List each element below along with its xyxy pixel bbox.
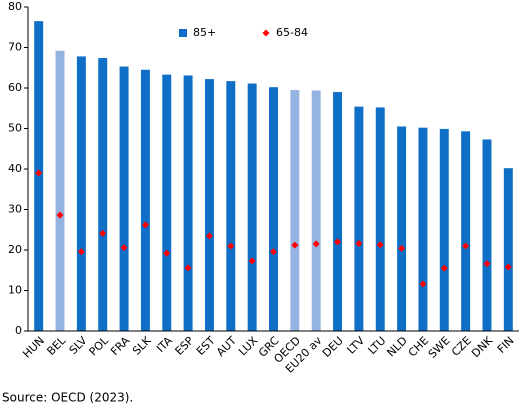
marker <box>504 263 512 271</box>
marker <box>355 240 363 248</box>
bar <box>119 66 129 331</box>
y-tick-label: 10 <box>8 284 22 297</box>
marker <box>248 257 256 265</box>
y-tick-label: 70 <box>8 41 22 54</box>
x-tick-label: LTU <box>366 334 389 357</box>
marker <box>120 244 128 252</box>
bar <box>311 90 321 332</box>
legend-swatch <box>262 29 270 37</box>
x-tick-label: SWE <box>426 334 453 361</box>
x-tick-label: FIN <box>495 334 517 356</box>
x-tick-label: NLD <box>384 334 409 359</box>
marker <box>184 264 192 272</box>
bar <box>375 107 385 331</box>
y-tick-label: 60 <box>8 81 22 94</box>
marker <box>376 241 384 249</box>
y-tick-label: 0 <box>15 324 22 337</box>
x-tick-label: DEU <box>320 334 346 360</box>
bar <box>226 81 236 332</box>
marker <box>419 280 427 288</box>
bar <box>247 83 257 331</box>
x-tick-label: CZE <box>449 334 474 359</box>
marker <box>77 248 85 256</box>
y-tick-label: 50 <box>8 122 22 135</box>
bar <box>183 75 193 331</box>
marker <box>205 232 213 240</box>
x-tick-label: CHE <box>406 334 431 359</box>
bar <box>482 139 492 331</box>
marker <box>35 169 43 177</box>
x-tick-label: POL <box>87 333 112 358</box>
bar <box>461 131 471 331</box>
x-tick-label: DNK <box>469 334 496 361</box>
x-tick-label: AUT <box>214 334 239 359</box>
x-tick-label: EST <box>194 334 218 358</box>
marker <box>56 211 64 219</box>
x-tick-label: ESP <box>173 334 197 358</box>
bar <box>397 126 407 331</box>
x-tick-label: SLK <box>130 333 154 357</box>
bar <box>55 50 65 332</box>
bar <box>418 127 428 331</box>
bar <box>333 92 343 331</box>
marker <box>334 238 342 246</box>
x-tick-label: SLV <box>67 334 90 357</box>
marker <box>291 241 299 249</box>
bar <box>269 87 278 331</box>
marker <box>270 248 277 256</box>
marker <box>462 242 470 250</box>
marker <box>483 260 491 268</box>
marker <box>398 244 406 252</box>
bar <box>162 74 172 331</box>
bar <box>354 106 364 331</box>
marker <box>312 240 320 248</box>
marker <box>163 249 171 257</box>
y-tick-label: 80 <box>8 0 22 13</box>
marker <box>227 242 235 250</box>
bar <box>503 168 513 331</box>
y-tick-label: 40 <box>8 162 22 175</box>
source-note: Source: OECD (2023). <box>2 391 133 405</box>
marker <box>141 221 149 229</box>
marker <box>99 229 107 237</box>
bar <box>439 128 449 331</box>
x-tick-label: FRA <box>108 334 132 358</box>
x-tick-label: LTV <box>345 334 368 357</box>
y-tick-label: 20 <box>8 243 22 256</box>
legend-label: 65-84 <box>276 26 308 39</box>
legend-swatch <box>179 29 187 37</box>
x-tick-label: ITA <box>154 334 175 355</box>
bar <box>290 90 300 332</box>
legend-label: 85+ <box>193 26 216 39</box>
bar <box>98 58 108 331</box>
marker <box>440 264 448 272</box>
y-tick-label: 30 <box>8 203 22 216</box>
bar <box>76 56 86 331</box>
x-tick-label: LUX <box>236 334 260 358</box>
x-tick-label: HUN <box>20 334 47 361</box>
x-tick-label: BEL <box>44 333 68 357</box>
bar <box>140 69 150 332</box>
bar <box>204 79 214 331</box>
